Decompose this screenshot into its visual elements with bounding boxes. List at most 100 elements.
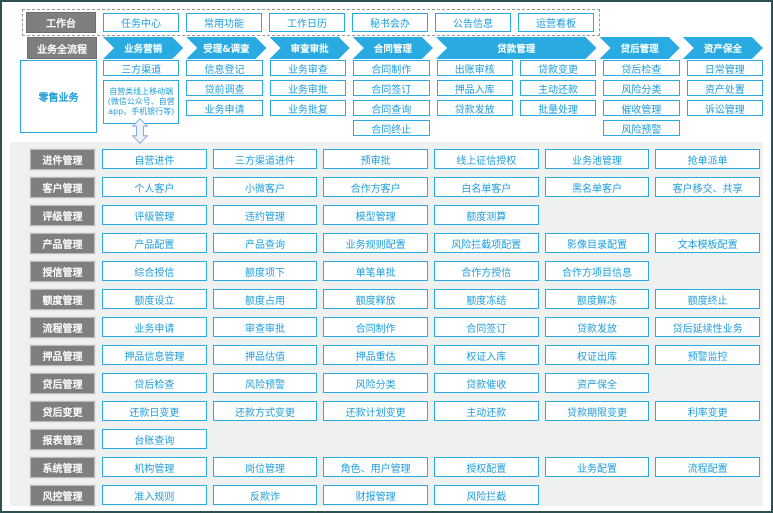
workbench-button[interactable]: 秘书会办 <box>352 13 428 32</box>
module-button[interactable]: 客户移交、共享 <box>655 177 760 197</box>
flow-stage-chevron[interactable]: 贷后管理 <box>600 37 680 59</box>
module-button[interactable]: 额度终止 <box>655 289 760 309</box>
module-button[interactable]: 审查审批 <box>212 317 318 337</box>
module-button[interactable]: 业务规则配置 <box>323 233 428 253</box>
module-button[interactable]: 贷款催收 <box>433 373 539 393</box>
retail-function-button[interactable]: 贷后检查 <box>603 60 680 76</box>
workbench-button[interactable]: 常用功能 <box>186 13 262 32</box>
module-button[interactable]: 押品重估 <box>323 345 428 365</box>
third-party-channel-button[interactable]: 三方渠道 <box>103 60 180 76</box>
module-button[interactable]: 模型管理 <box>323 205 428 225</box>
module-button[interactable]: 风险拦截项配置 <box>433 233 539 253</box>
module-button[interactable]: 单笔单批 <box>323 261 428 281</box>
module-button[interactable]: 影像目录配置 <box>544 233 650 253</box>
module-button[interactable]: 贷款发放 <box>544 317 650 337</box>
module-button[interactable]: 风险拦截 <box>433 485 539 505</box>
module-button[interactable]: 还款日变更 <box>102 401 207 421</box>
module-button[interactable]: 财报管理 <box>323 485 428 505</box>
module-button[interactable]: 业务申请 <box>102 317 207 337</box>
retail-function-button[interactable]: 日常管理 <box>686 60 763 76</box>
self-operated-channels-box[interactable]: 自营类线上移动端(微信公众号、自营app，手机银行等) <box>103 80 180 124</box>
module-button[interactable]: 押品信息管理 <box>102 345 207 365</box>
module-button[interactable]: 评级管理 <box>102 205 207 225</box>
retail-function-button[interactable]: 资产处置 <box>686 80 763 96</box>
retail-function-button[interactable]: 合同签订 <box>353 80 430 96</box>
module-button[interactable]: 黑名单客户 <box>544 177 650 197</box>
module-button[interactable]: 业务配置 <box>544 457 650 477</box>
module-button[interactable]: 流程配置 <box>655 457 760 477</box>
module-button[interactable]: 还款计划变更 <box>323 401 428 421</box>
module-button[interactable]: 违约管理 <box>212 205 318 225</box>
retail-function-button[interactable]: 业务审批 <box>269 80 347 96</box>
retail-function-button[interactable]: 贷款发放 <box>436 100 513 116</box>
module-button[interactable]: 额度释放 <box>323 289 428 309</box>
module-button[interactable]: 押品估值 <box>212 345 318 365</box>
module-button[interactable]: 综合授信 <box>102 261 207 281</box>
module-button[interactable]: 合作方项目信息 <box>544 261 650 281</box>
retail-function-button[interactable]: 出账审核 <box>436 60 513 76</box>
flow-stage-chevron[interactable]: 受理&调查 <box>186 37 266 59</box>
module-button[interactable]: 线上征信授权 <box>433 149 539 169</box>
module-button[interactable]: 合作方授信 <box>433 261 539 281</box>
module-button[interactable]: 贷款期限变更 <box>544 401 650 421</box>
retail-function-button[interactable]: 业务审查 <box>269 60 347 76</box>
module-button[interactable]: 合作方客户 <box>323 177 428 197</box>
retail-function-button[interactable]: 贷前调查 <box>186 80 263 96</box>
module-button[interactable]: 合同签订 <box>433 317 539 337</box>
module-button[interactable]: 产品查询 <box>212 233 318 253</box>
module-button[interactable]: 风险预警 <box>212 373 318 393</box>
module-button[interactable]: 合同制作 <box>323 317 428 337</box>
retail-function-button[interactable]: 业务申请 <box>186 100 263 116</box>
flow-stage-chevron[interactable]: 资产保全 <box>683 37 763 59</box>
retail-function-button[interactable]: 诉讼管理 <box>686 100 763 116</box>
workbench-button[interactable]: 任务中心 <box>103 13 179 32</box>
module-button[interactable]: 风险分类 <box>323 373 428 393</box>
retail-function-button[interactable]: 风险预警 <box>603 120 680 136</box>
retail-function-button[interactable]: 批量处理 <box>519 100 597 116</box>
module-button[interactable]: 业务池管理 <box>544 149 650 169</box>
module-button[interactable]: 角色、用户管理 <box>323 457 428 477</box>
module-button[interactable]: 额度设立 <box>102 289 207 309</box>
flow-stage-chevron[interactable]: 贷款管理 <box>436 37 597 59</box>
module-button[interactable]: 抢单派单 <box>655 149 760 169</box>
module-button[interactable]: 自营进件 <box>102 149 207 169</box>
module-button[interactable]: 贷后检查 <box>102 373 207 393</box>
workbench-button[interactable]: 公告信息 <box>435 13 511 32</box>
module-button[interactable]: 个人客户 <box>102 177 207 197</box>
module-button[interactable]: 预警监控 <box>655 345 760 365</box>
module-button[interactable]: 准入规则 <box>102 485 207 505</box>
module-button[interactable]: 额度冻结 <box>433 289 539 309</box>
retail-function-button[interactable]: 合同制作 <box>353 60 430 76</box>
workbench-button[interactable]: 运营看板 <box>518 13 594 32</box>
module-button[interactable]: 主动还款 <box>433 401 539 421</box>
module-button[interactable]: 额度项下 <box>212 261 318 281</box>
module-button[interactable]: 额度测算 <box>433 205 539 225</box>
retail-function-button[interactable]: 主动还款 <box>519 80 597 96</box>
retail-function-button[interactable]: 押品入库 <box>436 80 513 96</box>
flow-stage-chevron[interactable]: 审查审批 <box>270 37 350 59</box>
module-button[interactable]: 权证出库 <box>544 345 650 365</box>
module-button[interactable]: 额度占用 <box>212 289 318 309</box>
retail-function-button[interactable]: 催收管理 <box>603 100 680 116</box>
module-button[interactable]: 贷后延续性业务 <box>655 317 760 337</box>
module-button[interactable]: 小微客户 <box>212 177 318 197</box>
module-button[interactable]: 利率变更 <box>655 401 760 421</box>
module-button[interactable]: 三方渠道进件 <box>212 149 318 169</box>
flow-stage-chevron[interactable]: 合同管理 <box>353 37 433 59</box>
module-button[interactable]: 资产保全 <box>544 373 650 393</box>
module-button[interactable]: 反欺诈 <box>212 485 318 505</box>
module-button[interactable]: 还款方式变更 <box>212 401 318 421</box>
module-button[interactable]: 机构管理 <box>102 457 207 477</box>
retail-function-button[interactable]: 信息登记 <box>186 60 263 76</box>
retail-function-button[interactable]: 合同终止 <box>353 120 430 136</box>
module-button[interactable]: 白名单客户 <box>433 177 539 197</box>
module-button[interactable]: 预审批 <box>323 149 428 169</box>
module-button[interactable]: 文本模板配置 <box>655 233 760 253</box>
module-button[interactable]: 授权配置 <box>433 457 539 477</box>
flow-stage-chevron[interactable]: 业务营销 <box>103 37 183 59</box>
retail-function-button[interactable]: 贷款变更 <box>519 60 597 76</box>
module-button[interactable]: 产品配置 <box>102 233 207 253</box>
module-button[interactable]: 额度解冻 <box>544 289 650 309</box>
module-button[interactable]: 权证入库 <box>433 345 539 365</box>
module-button[interactable]: 台账查询 <box>102 429 207 449</box>
